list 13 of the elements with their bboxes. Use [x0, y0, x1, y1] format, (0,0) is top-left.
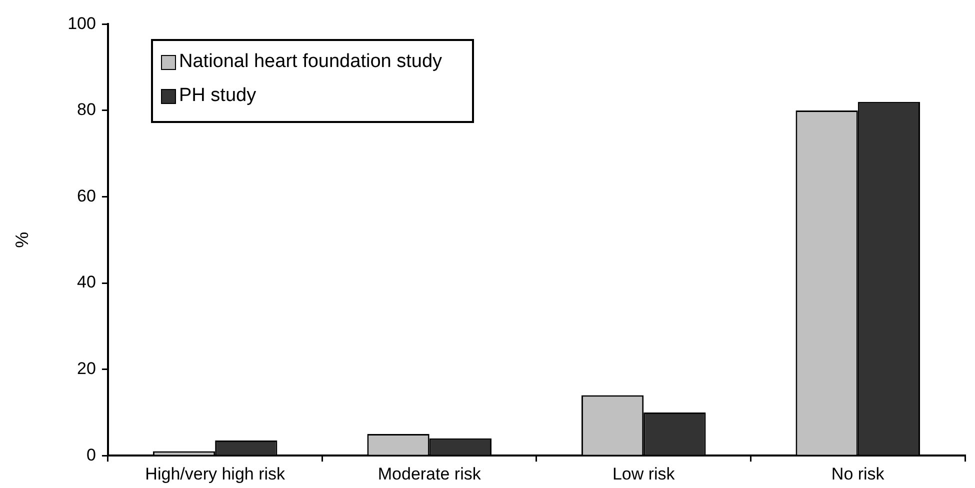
x-tick-label: High/very high risk [145, 464, 286, 484]
legend-label: PH study [179, 85, 256, 107]
x-tick-label: No risk [831, 464, 885, 484]
y-tick-label: 20 [77, 359, 96, 378]
x-tick-label: Low risk [612, 464, 676, 484]
y-tick-label: 0 [86, 445, 96, 464]
y-tick-label: 100 [68, 14, 96, 33]
y-axis-title: % [12, 232, 32, 248]
y-tick-label: 40 [77, 272, 96, 292]
y-tick-label: 80 [77, 100, 96, 120]
y-tick-label: 60 [77, 186, 96, 206]
x-tick-label: Moderate risk [378, 464, 482, 484]
legend-label: National heart foundation study [179, 51, 442, 73]
